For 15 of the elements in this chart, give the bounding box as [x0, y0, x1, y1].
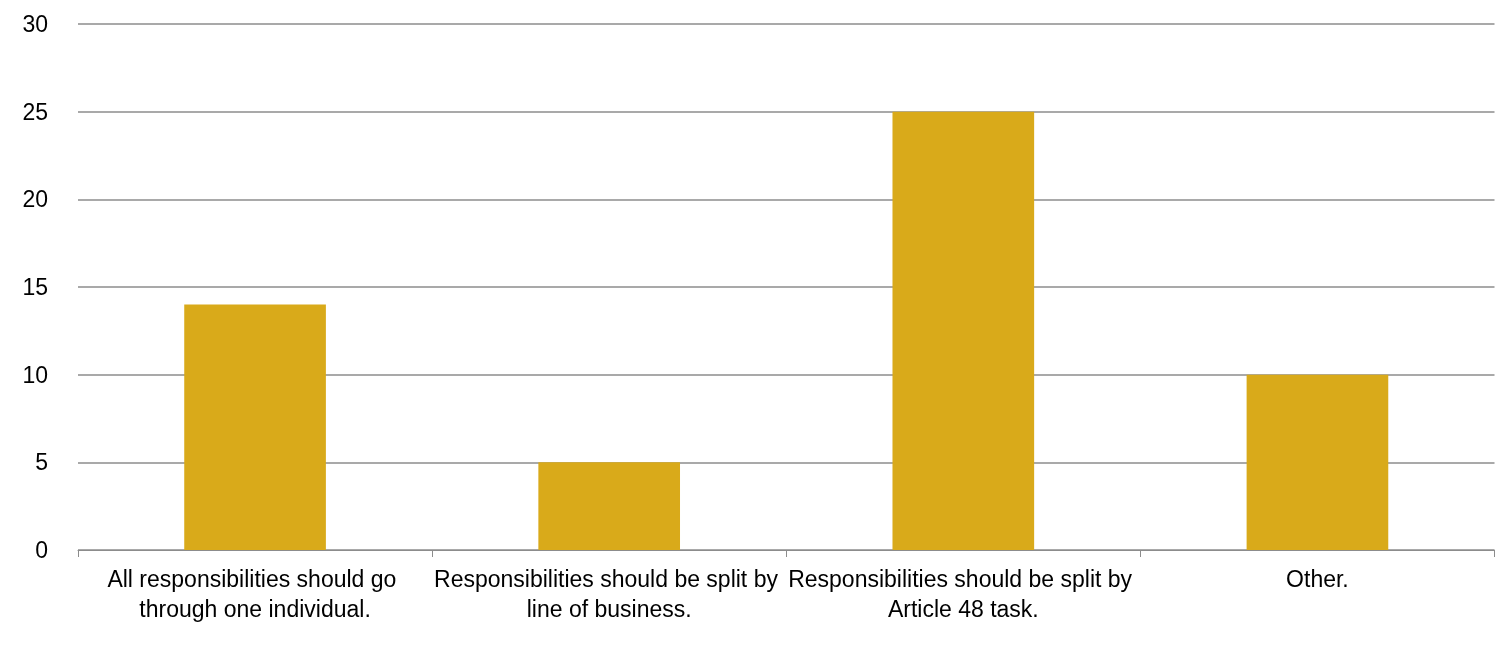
bar — [184, 304, 326, 550]
y-tick-label: 5 — [35, 449, 48, 476]
y-tick-label: 30 — [22, 11, 48, 37]
bar — [538, 462, 681, 550]
y-tick-label: 15 — [22, 274, 48, 300]
y-tick-label: 20 — [22, 186, 48, 213]
bar — [892, 111, 1035, 550]
x-tick-label: Other. — [1286, 566, 1349, 592]
x-tick-label: All responsibilities should go through one individual. — [107, 566, 403, 622]
y-tick-label: 25 — [22, 98, 48, 125]
y-tick-label: 10 — [22, 361, 48, 388]
y-tick-label: 0 — [35, 537, 48, 563]
x-tick-label: Responsibilities should be split by line of business. — [434, 566, 785, 622]
bar — [1246, 374, 1389, 550]
x-tick-label: Responsibilities should be split by Article 48 task. — [788, 566, 1139, 622]
